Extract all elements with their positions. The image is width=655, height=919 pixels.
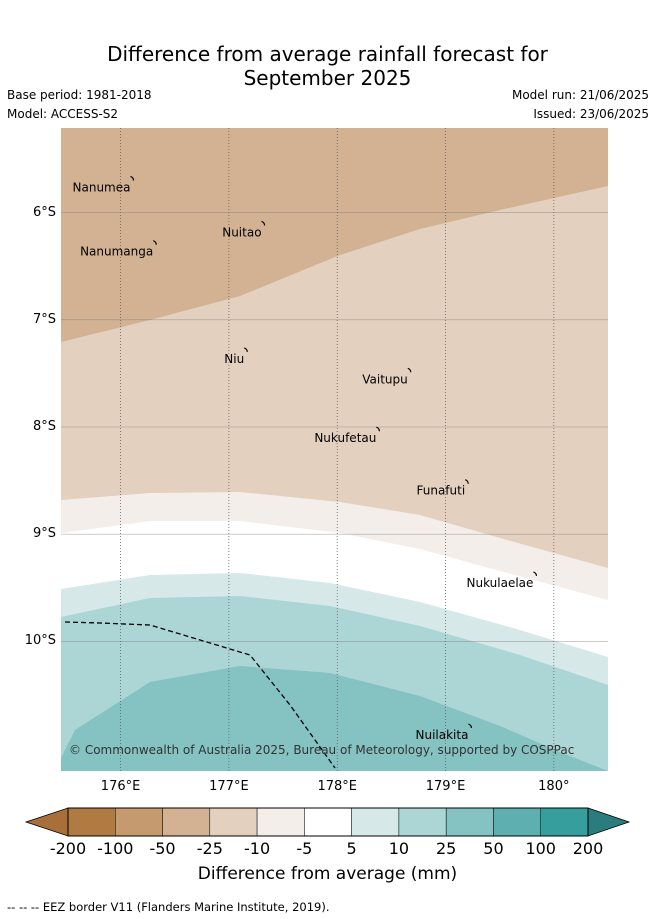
- colorbar-segment-7: [398, 807, 447, 837]
- lat-label-8: 8°S: [32, 418, 56, 434]
- colorbar-segment-9: [493, 807, 541, 837]
- lon-label-178: 178°E: [317, 779, 357, 794]
- copyright-notice: © Commonwealth of Australia 2025, Bureau…: [69, 743, 575, 757]
- issued-date: Issued: 23/06/2025: [533, 107, 649, 121]
- colorbar-tick-4: -10: [244, 839, 271, 858]
- lon-label-176: 176°E: [100, 779, 141, 794]
- lat-label-9: 9°S: [32, 526, 56, 542]
- place-label-niu: Niu: [224, 352, 244, 366]
- place-markers: Nanumea Nuitao Nanumanga Niu Vaitupu Nukufeta…: [73, 175, 538, 742]
- eez-border: [64, 621, 336, 769]
- island-funafuti: [464, 479, 469, 484]
- colorbar-segment-0: [67, 807, 116, 837]
- colorbar: [24, 807, 631, 837]
- colorbar-segment-10: [540, 807, 589, 837]
- colorbar-tick-3: -25: [196, 839, 223, 858]
- place-label-funafuti: Funafuti: [417, 484, 466, 498]
- place-label-nuitao: Nuitao: [222, 225, 261, 239]
- title-line-2: September 2025: [243, 66, 412, 90]
- island-niu: [244, 347, 248, 352]
- island-nuilakita: [468, 723, 473, 729]
- graticule: [61, 128, 608, 771]
- colorbar-tick-8: 25: [435, 839, 457, 858]
- colorbar-segment-4: [256, 807, 305, 837]
- model-name: Model: ACCESS-S2: [7, 107, 119, 121]
- colorbar-tick-2: -50: [149, 839, 176, 858]
- colorbar-segment-1: [115, 807, 163, 837]
- island-nuitao: [261, 220, 266, 226]
- base-period: Base period: 1981-2018: [7, 88, 152, 102]
- lat-label-10: 10°S: [24, 633, 56, 649]
- colorbar-extend-high: [587, 807, 631, 837]
- colorbar-segment-2: [162, 807, 211, 837]
- colorbar-tick-9: 50: [483, 839, 504, 858]
- colorbar-segment-5: [304, 807, 352, 837]
- colorbar-title: Difference from average (mm): [197, 864, 458, 884]
- lon-label-180: 180°: [538, 779, 570, 794]
- lon-label-177: 177°E: [209, 779, 249, 794]
- lon-label-179: 179°E: [425, 779, 466, 794]
- title-line-1: Difference from average rainfall forecas…: [107, 42, 548, 66]
- colorbar-segment-3: [209, 807, 258, 837]
- colorbar-tick-5: -5: [296, 839, 313, 858]
- colorbar-tick-0: -200: [49, 839, 87, 858]
- colorbar-tick-7: 10: [388, 839, 410, 858]
- colorbar-outline: [67, 807, 589, 837]
- place-label-nanumanga: Nanumanga: [80, 245, 153, 259]
- island-nukulaelae: [533, 571, 538, 576]
- colorbar-tick-10: 100: [525, 839, 556, 858]
- colorbar-tick-6: 5: [346, 839, 357, 858]
- place-label-nukulaelae: Nukulaelae: [467, 576, 534, 590]
- band-50-to-100: [61, 666, 608, 771]
- island-nukufetau: [376, 426, 380, 432]
- place-label-nanumea: Nanumea: [73, 180, 131, 194]
- place-label-nukufetau: Nukufetau: [314, 431, 376, 445]
- model-run: Model run: 21/06/2025: [511, 88, 649, 102]
- place-label-vaitupu: Vaitupu: [362, 372, 408, 386]
- colorbar-tick-1: -100: [97, 839, 134, 858]
- place-label-nuilakita: Nuilakita: [415, 728, 468, 742]
- island-vaitupu: [407, 367, 412, 373]
- colorbar-segment-8: [445, 807, 494, 837]
- colorbar-extend-low: [24, 807, 69, 837]
- eez-footnote: -- -- -- EEZ border V11 (Flanders Marine…: [7, 900, 330, 914]
- island-nanumanga: [153, 240, 157, 245]
- lat-label-6: 6°S: [32, 204, 56, 220]
- rainfall-contours: Nanumea Nuitao Nanumanga Niu Vaitupu Nukufeta…: [61, 128, 608, 771]
- lat-label-7: 7°S: [32, 311, 56, 327]
- colorbar-tick-11: 200: [572, 839, 604, 858]
- colorbar-segment-6: [351, 807, 400, 837]
- island-nanumea: [130, 175, 135, 181]
